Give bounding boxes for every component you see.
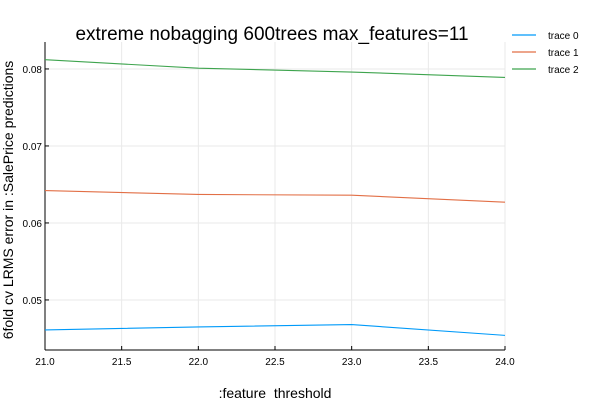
y-tick-label: 0.05 bbox=[23, 296, 43, 307]
y-axis-label: 6fold cv LRMS error in :SalePrice predic… bbox=[0, 61, 16, 340]
series-lines bbox=[44, 59, 506, 336]
x-tick-label: 23.0 bbox=[342, 357, 362, 368]
legend-label-trace-2: trace 2 bbox=[548, 65, 579, 76]
x-tick-label: 21.0 bbox=[35, 357, 55, 368]
x-tick-label: 22.5 bbox=[265, 357, 285, 368]
x-tick-label: 21.5 bbox=[112, 357, 132, 368]
legend-label-trace-1: trace 1 bbox=[548, 48, 579, 59]
series-line-trace-2 bbox=[44, 59, 506, 78]
y-axis-ticks: 0.05 0.06 0.07 0.08 bbox=[23, 65, 49, 307]
grid-lines bbox=[44, 42, 506, 350]
y-tick-label: 0.06 bbox=[23, 219, 43, 230]
series-line-trace-1 bbox=[44, 190, 506, 203]
x-tick-label: 23.5 bbox=[419, 357, 439, 368]
legend-label-trace-0: trace 0 bbox=[548, 31, 579, 42]
y-tick-label: 0.07 bbox=[23, 142, 43, 153]
chart-title: extreme nobagging 600trees max_features=… bbox=[75, 24, 468, 45]
x-tick-label: 22.0 bbox=[189, 357, 209, 368]
legend: trace 0 trace 1 trace 2 bbox=[512, 31, 579, 76]
x-tick-label: 24.0 bbox=[495, 357, 515, 368]
series-line-trace-0 bbox=[44, 324, 506, 336]
x-axis-label: :feature_threshold bbox=[219, 385, 332, 400]
y-tick-label: 0.08 bbox=[23, 65, 43, 76]
x-axis-ticks: 21.0 21.5 22.0 22.5 23.0 23.5 24.0 bbox=[35, 346, 515, 368]
